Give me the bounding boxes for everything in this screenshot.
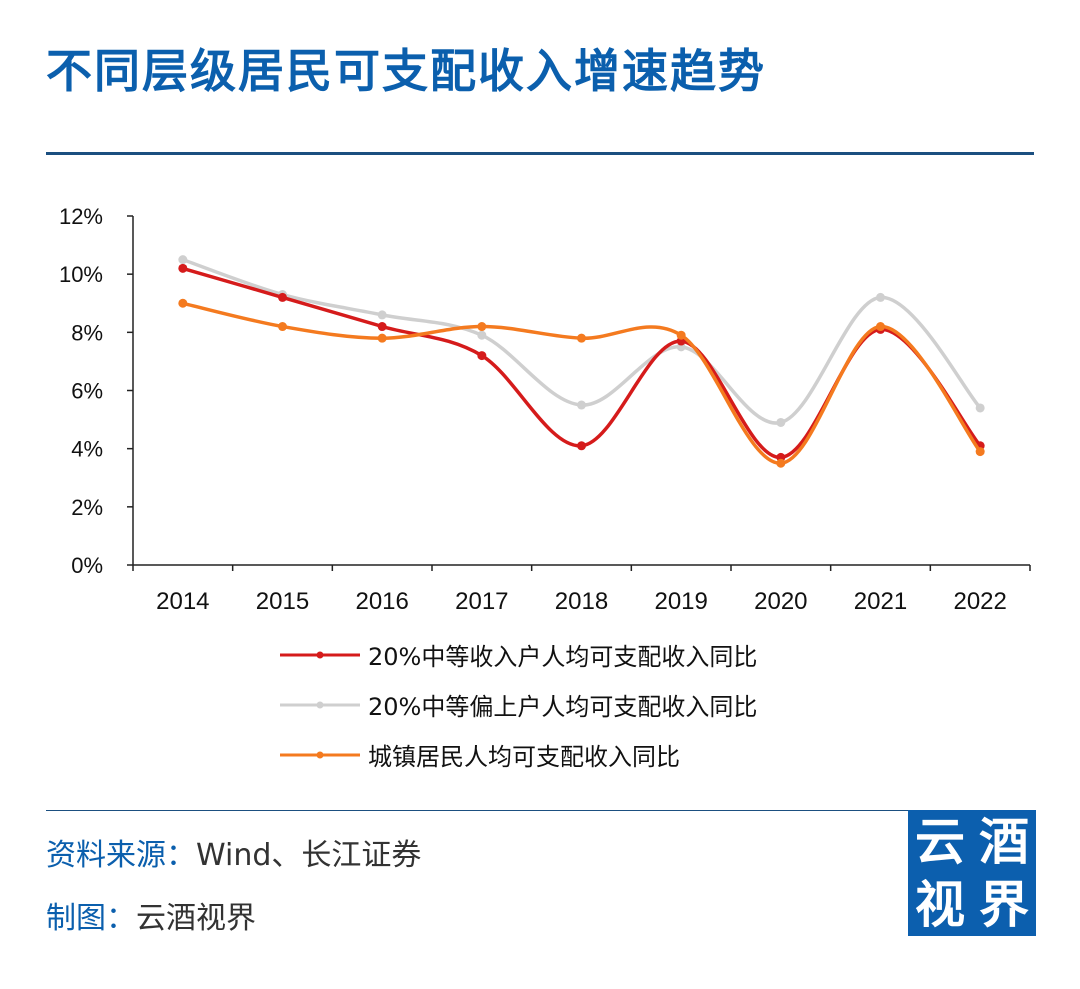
series-urban-residents-point bbox=[876, 322, 885, 332]
series-urban-residents-point bbox=[278, 322, 287, 332]
series-urban-residents-point bbox=[377, 333, 387, 343]
legend-item-urban-residents: 城镇居民人均可支配收入同比 bbox=[280, 730, 840, 780]
logo-char: 酒 bbox=[979, 812, 1029, 871]
maker-line: 制图：云酒视界 bbox=[46, 893, 256, 937]
series-upper-middle-income-point bbox=[577, 400, 586, 410]
series-upper-middle-income-point bbox=[178, 255, 188, 265]
legend-swatch-gray bbox=[280, 701, 360, 709]
y-tick-label: 0% bbox=[71, 553, 103, 578]
series-urban-residents-point bbox=[178, 298, 188, 308]
maker-label: 制图： bbox=[46, 901, 136, 936]
series-urban-residents-point bbox=[477, 322, 487, 332]
series-urban-residents-point bbox=[975, 447, 985, 457]
legend-item-upper-middle-income: 20%中等偏上户人均可支配收入同比 bbox=[280, 680, 840, 730]
legend-item-middle-income: 20%中等收入户人均可支配收入同比 bbox=[280, 630, 840, 680]
x-tick-label: 2019 bbox=[654, 588, 707, 615]
x-tick-label: 2017 bbox=[455, 588, 508, 615]
series-urban-residents-point bbox=[676, 330, 686, 340]
x-tick-label: 2022 bbox=[953, 588, 1006, 615]
series-middle-income-point bbox=[278, 292, 287, 302]
series-upper-middle-income-point bbox=[776, 417, 786, 427]
series-urban-residents-line bbox=[181, 301, 982, 465]
x-tick-label: 2021 bbox=[854, 588, 907, 615]
x-tick-label: 2014 bbox=[156, 588, 209, 615]
legend-label: 城镇居民人均可支配收入同比 bbox=[368, 743, 680, 771]
series-middle-income-point bbox=[477, 351, 487, 361]
x-tick-label: 2016 bbox=[355, 588, 408, 615]
legend-swatch-red bbox=[280, 651, 360, 659]
legend-label: 20%中等偏上户人均可支配收入同比 bbox=[368, 693, 758, 721]
y-tick-label: 10% bbox=[59, 262, 103, 287]
logo-char: 云 bbox=[915, 812, 965, 871]
series-upper-middle-income-point bbox=[477, 330, 487, 340]
series-upper-middle-income-point bbox=[975, 403, 985, 413]
series-middle-income-line bbox=[181, 266, 982, 460]
title-divider bbox=[46, 152, 1034, 155]
series-middle-income-point bbox=[178, 263, 188, 273]
source-line: 资料来源：Wind、长江证券 bbox=[46, 830, 421, 874]
series-middle-income-point bbox=[577, 441, 586, 451]
x-tick-label: 2018 bbox=[555, 588, 608, 615]
logo-char: 视 bbox=[915, 875, 965, 934]
source-value: Wind、长江证券 bbox=[196, 838, 422, 873]
legend-swatch-orange bbox=[280, 751, 360, 759]
source-label: 资料来源： bbox=[46, 838, 196, 873]
series-middle-income-point bbox=[377, 322, 387, 332]
chart-legend: 20%中等收入户人均可支配收入同比 20%中等偏上户人均可支配收入同比 城镇居民… bbox=[280, 630, 840, 780]
series-upper-middle-income-point bbox=[377, 310, 387, 320]
y-tick-label: 6% bbox=[71, 379, 103, 404]
footer-divider bbox=[46, 810, 1034, 811]
legend-label: 20%中等收入户人均可支配收入同比 bbox=[368, 643, 758, 671]
series-upper-middle-income-line bbox=[181, 257, 982, 425]
series-urban-residents-point bbox=[776, 458, 786, 468]
series-upper-middle-income-point bbox=[876, 292, 885, 302]
y-tick-label: 12% bbox=[59, 204, 103, 229]
x-tick-label: 2020 bbox=[754, 588, 807, 615]
page-title: 不同层级居民可支配收入增速趋势 bbox=[46, 44, 766, 98]
x-tick-label: 2015 bbox=[256, 588, 309, 615]
maker-value: 云酒视界 bbox=[136, 901, 256, 936]
y-tick-label: 2% bbox=[71, 495, 103, 520]
y-tick-label: 4% bbox=[71, 437, 103, 462]
logo-char: 界 bbox=[979, 875, 1029, 934]
brand-logo: 云 酒 视 界 bbox=[908, 810, 1036, 936]
series-urban-residents-point bbox=[577, 333, 586, 343]
y-tick-label: 8% bbox=[71, 320, 103, 345]
line-chart: 0% 2% 4% 6% 8% 10% 12% 2014 2015 2016 2017 2018 201… bbox=[59, 204, 1031, 615]
